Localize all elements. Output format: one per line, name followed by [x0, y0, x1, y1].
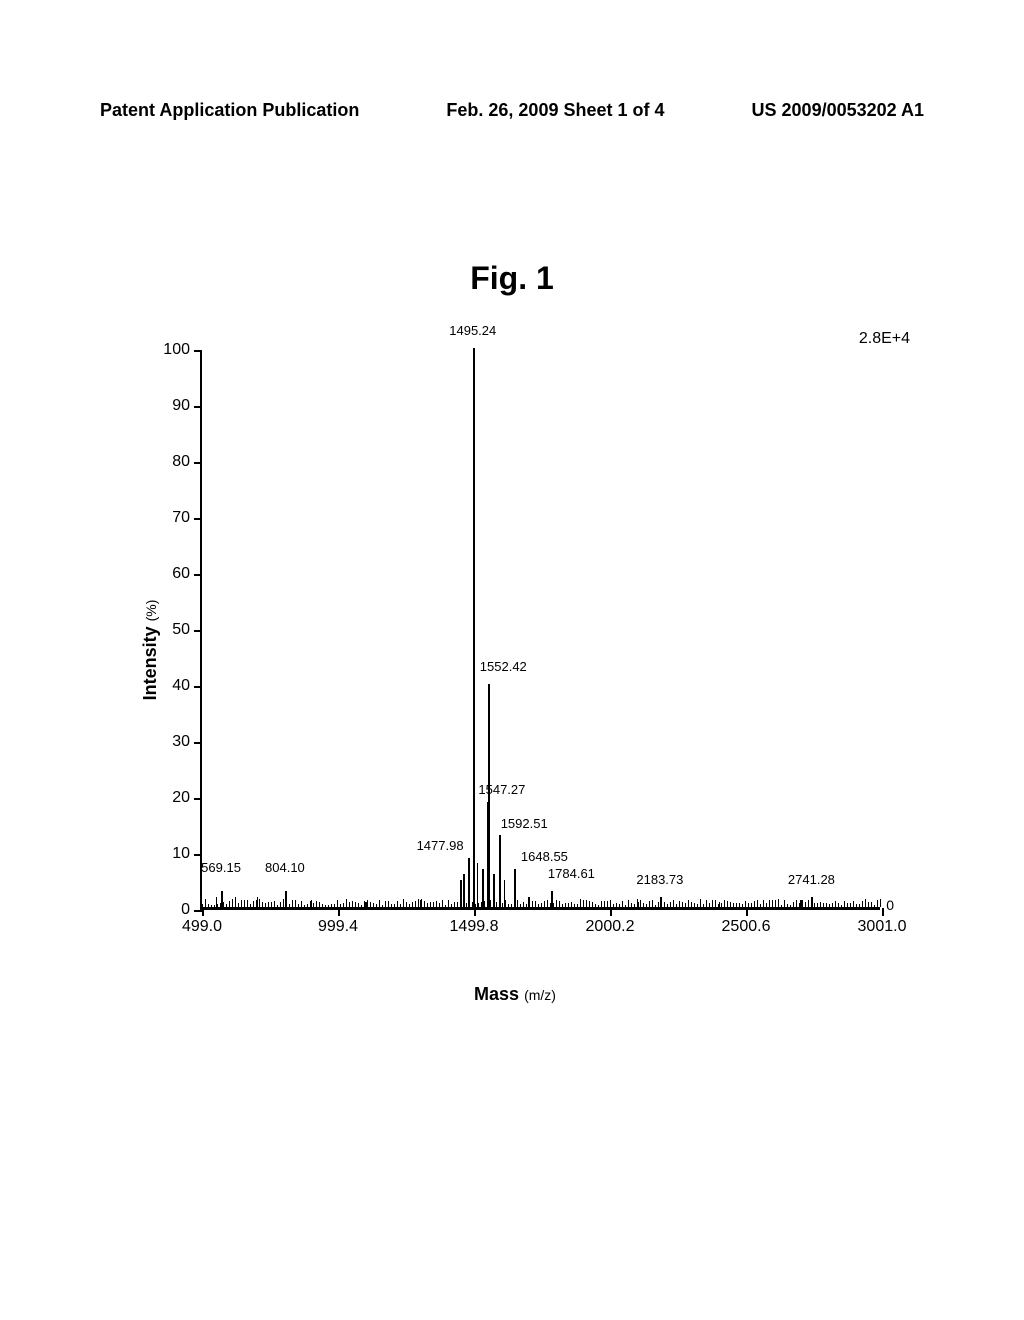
header-center: Feb. 26, 2009 Sheet 1 of 4 — [446, 100, 664, 121]
y-tick-label: 90 — [172, 397, 190, 415]
peak-label: 1495.24 — [449, 323, 496, 338]
y-tick-label: 0 — [181, 901, 190, 919]
peak-label: 1784.61 — [548, 866, 595, 881]
y-tick-label: 80 — [172, 453, 190, 471]
y-tick-label: 30 — [172, 733, 190, 751]
y-tick — [194, 686, 202, 688]
x-tick-label: 2500.6 — [722, 918, 771, 936]
y-tick-label: 70 — [172, 509, 190, 527]
x-tick-label: 499.0 — [182, 918, 222, 936]
plot-area: 0 0102030405060708090100499.0999.41499.8… — [200, 350, 880, 910]
y-tick — [194, 406, 202, 408]
y-tick-label: 40 — [172, 677, 190, 695]
header-left: Patent Application Publication — [100, 100, 359, 121]
baseline-noise — [202, 900, 880, 908]
peak-label: 2183.73 — [636, 872, 683, 887]
y-tick — [194, 742, 202, 744]
x-tick-label: 1499.8 — [450, 918, 499, 936]
scale-annotation: 2.8E+4 — [859, 330, 910, 348]
y-tick — [194, 350, 202, 352]
peak-label: 1592.51 — [501, 816, 548, 831]
x-tick — [202, 908, 204, 916]
y-tick — [194, 518, 202, 520]
x-axis-label: Mass (m/z) — [474, 984, 556, 1005]
peak-label: 2741.28 — [788, 872, 835, 887]
x-tick-label: 2000.2 — [586, 918, 635, 936]
y-axis-label: Intensity (%) — [140, 600, 161, 701]
x-tick-label: 999.4 — [318, 918, 358, 936]
peak-label: 1477.98 — [417, 838, 464, 853]
spectrum-peak — [499, 835, 501, 908]
spectrum-peak — [488, 684, 490, 908]
y-tick — [194, 798, 202, 800]
x-tick — [338, 908, 340, 916]
x-tick — [610, 908, 612, 916]
y-tick — [194, 854, 202, 856]
peak-label: 569.15 — [201, 860, 241, 875]
y-tick — [194, 630, 202, 632]
y-tick-label: 100 — [163, 341, 190, 359]
peak-label: 804.10 — [265, 860, 305, 875]
mass-spectrum-chart: Intensity (%) 2.8E+4 0 01020304050607080… — [130, 340, 900, 960]
right-axis-zero: 0 — [886, 897, 894, 913]
y-tick — [194, 462, 202, 464]
spectrum-peak — [473, 348, 475, 908]
peak-label: 1648.55 — [521, 849, 568, 864]
y-tick — [194, 910, 202, 912]
y-tick-label: 50 — [172, 621, 190, 639]
y-tick-label: 60 — [172, 565, 190, 583]
figure-title: Fig. 1 — [470, 260, 554, 297]
peak-label: 1552.42 — [480, 659, 527, 674]
x-tick-label: 3001.0 — [858, 918, 907, 936]
x-tick — [746, 908, 748, 916]
y-tick — [194, 574, 202, 576]
header-right: US 2009/0053202 A1 — [752, 100, 924, 121]
y-tick-label: 10 — [172, 845, 190, 863]
page-header: Patent Application Publication Feb. 26, … — [0, 100, 1024, 121]
peak-label: 1547.27 — [478, 782, 525, 797]
y-tick-label: 20 — [172, 789, 190, 807]
x-tick — [474, 908, 476, 916]
x-tick — [882, 908, 884, 916]
